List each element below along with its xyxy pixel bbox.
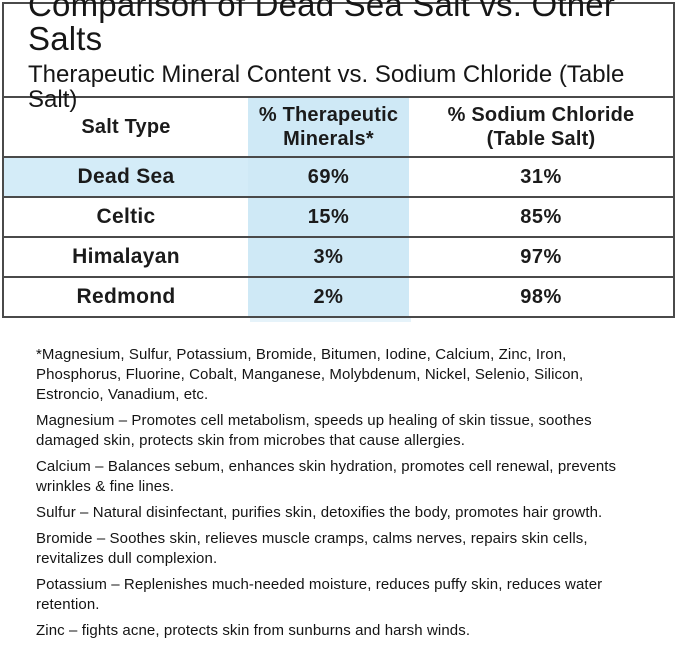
salt-comparison-table: Salt Type % Therapeutic Minerals* % Sodi… — [4, 96, 673, 316]
footnote-bromide: Bromide – Soothes skin, relieves muscle … — [36, 530, 588, 567]
table-row-redmond: Redmond 2% 98% — [4, 276, 673, 316]
footnote-sulfur: Sulfur – Natural disinfectant, purifies … — [36, 504, 603, 521]
sodium-value-cell: 31% — [520, 165, 562, 188]
salt-name-cell: Redmond — [76, 285, 176, 308]
sodium-header-line2: (Table Salt) — [486, 128, 596, 150]
table-header-row: Salt Type % Therapeutic Minerals* % Sodi… — [4, 98, 673, 156]
footnote-potassium: Potassium – Replenishes much-needed mois… — [36, 576, 603, 613]
footnote-magnesium: Magnesium – Promotes cell metabolism, sp… — [36, 412, 592, 449]
table-row-dead-sea: Dead Sea 69% 31% — [4, 156, 673, 196]
footnote-calcium: Calcium – Balances sebum, enhances skin … — [36, 458, 617, 495]
sodium-value-cell: 98% — [520, 285, 562, 308]
salt-name-cell: Celtic — [96, 205, 156, 228]
column-highlight-tail — [250, 318, 411, 322]
column-header-therapeutic-minerals: % Therapeutic Minerals* — [248, 98, 409, 156]
page-title: Comparison of Dead Sea Salt vs. Other Sa… — [28, 0, 616, 58]
therapeutic-value-cell: 15% — [248, 198, 409, 236]
therapeutic-header-line1: % Therapeutic — [258, 104, 399, 126]
column-header-salt-type-label: Salt Type — [81, 116, 171, 138]
therapeutic-value-cell: 69% — [248, 158, 409, 196]
table-row-celtic: Celtic 15% 85% — [4, 196, 673, 236]
therapeutic-value-cell: 2% — [248, 278, 409, 316]
salt-name-cell: Himalayan — [72, 245, 180, 268]
footnotes-block: *Magnesium, Sulfur, Potassium, Bromide, … — [36, 345, 653, 647]
therapeutic-header-line2: Minerals* — [283, 128, 374, 150]
salt-name-cell: Dead Sea — [4, 158, 248, 196]
sodium-header-line1: % Sodium Chloride — [447, 104, 635, 126]
column-header-sodium-chloride: % Sodium Chloride (Table Salt) — [409, 98, 673, 156]
title-and-table-box: Comparison of Dead Sea Salt vs. Other Sa… — [2, 0, 675, 318]
footnote-minerals-list: *Magnesium, Sulfur, Potassium, Bromide, … — [36, 346, 584, 403]
footnote-zinc: Zinc – fights acne, protects skin from s… — [36, 622, 471, 639]
page-subtitle: Therapeutic Mineral Content vs. Sodium C… — [28, 60, 625, 114]
therapeutic-value-cell: 3% — [248, 238, 409, 276]
header-block: Comparison of Dead Sea Salt vs. Other Sa… — [4, 0, 673, 112]
table-row-himalayan: Himalayan 3% 97% — [4, 236, 673, 276]
sodium-value-cell: 97% — [520, 245, 562, 268]
column-header-salt-type: Salt Type — [4, 98, 248, 156]
sodium-value-cell: 85% — [520, 205, 562, 228]
